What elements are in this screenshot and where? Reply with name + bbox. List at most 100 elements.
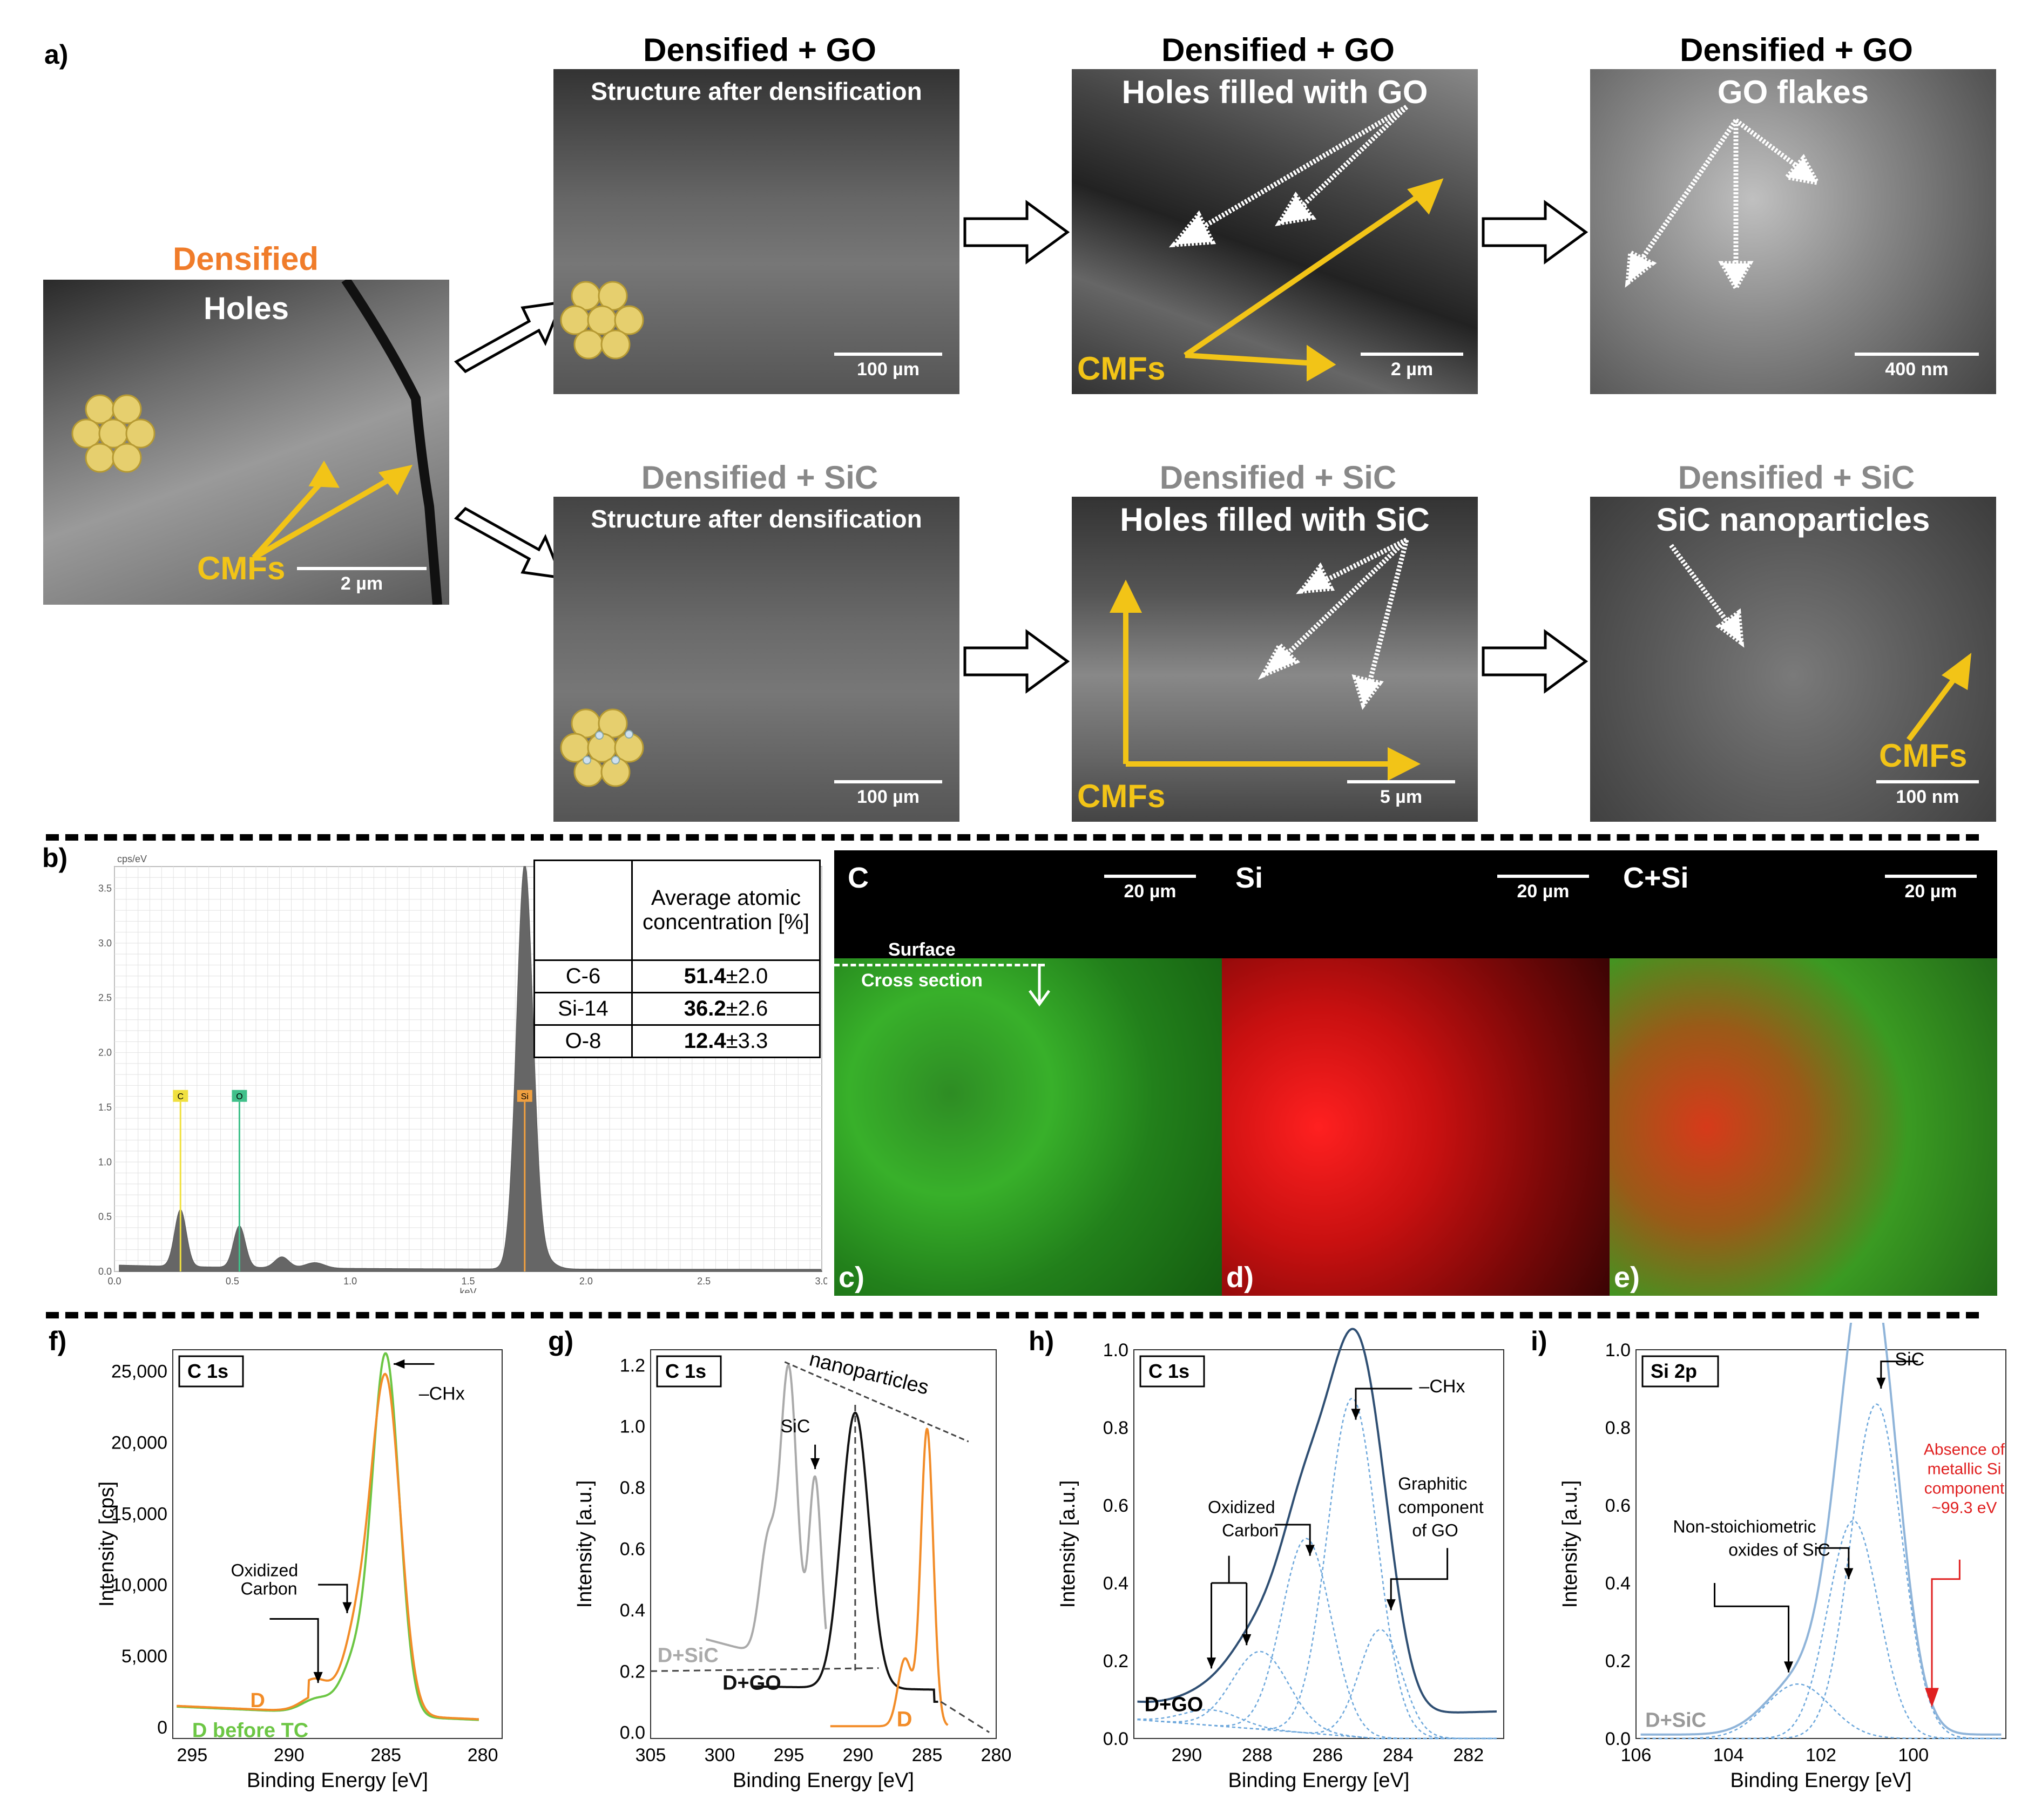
- arrow-sic-head: [810, 1458, 820, 1470]
- arrow-nonstoich-b-head: [1783, 1661, 1794, 1673]
- annot-absence: component: [1924, 1479, 2005, 1497]
- annot-oxidized-1: Oxidized: [231, 1560, 299, 1580]
- eds-map-c: C 20 µm Surface Cross section c): [834, 850, 1222, 1296]
- x-axis-label: Binding Energy [eV]: [247, 1769, 428, 1792]
- box-label-frame: [656, 1355, 722, 1388]
- y-tick-label: 25,000: [111, 1362, 167, 1382]
- fiber-bundle-icon: [71, 394, 156, 473]
- x-tick-label: 290: [843, 1745, 874, 1765]
- map-e-title: C+Si: [1623, 862, 1689, 894]
- sic-nanoparticle-arrows: [1669, 544, 1972, 741]
- series-d-sic: [706, 1364, 827, 1649]
- annot-nanoparticles: nanoparticles: [807, 1348, 931, 1399]
- go-flakes-arrows: [1625, 118, 1822, 293]
- flow-arrow-go-1: [963, 200, 1070, 265]
- x-axis-label: Binding Energy [eV]: [1730, 1769, 1912, 1792]
- nanoparticles-dashed: [784, 1361, 969, 1443]
- series-d-go: [751, 1411, 938, 1703]
- legend-d-go: D+GO: [1145, 1694, 1204, 1716]
- x-tick-label: 282: [1453, 1745, 1484, 1765]
- surface-line: [834, 964, 1045, 966]
- flow-arrows-start: [454, 300, 564, 580]
- x-tick-label: 0.0: [107, 1276, 121, 1287]
- peak-tag: [232, 1090, 247, 1102]
- go-subtitle-1: Structure after densification: [591, 77, 922, 105]
- arrow-oxidized-1-head: [313, 1672, 323, 1683]
- x-tick-label: 305: [636, 1745, 666, 1765]
- panel-label-b: b): [42, 843, 68, 873]
- flow-arrow-sic-1: [963, 629, 1070, 694]
- arrow-oxidized-b-head: [1206, 1657, 1216, 1669]
- y-tick-label: 0.8: [1103, 1418, 1128, 1438]
- x-axis-label: keV: [459, 1287, 476, 1293]
- annot-absence: ~99.3 eV: [1931, 1499, 1997, 1517]
- annot-nonstoich-2: oxides of SiC: [1728, 1540, 1830, 1560]
- table-el: O-8: [533, 1024, 633, 1058]
- arrow-oxidized-1: [269, 1618, 319, 1683]
- scale-bar-sic-3: 100 nm: [1876, 780, 1979, 808]
- y-tick-label: 0.5: [98, 1212, 112, 1222]
- series-d-before-tc: [177, 1352, 479, 1721]
- y-tick-label: 2.5: [98, 992, 112, 1003]
- y-tick-label: 0.0: [1103, 1729, 1128, 1749]
- scale-bar-go-3: 400 nm: [1855, 353, 1979, 380]
- arrow-chx-head: [1351, 1409, 1361, 1420]
- y-tick-label: 0.2: [1103, 1651, 1128, 1672]
- y-tick-label: 5,000: [121, 1646, 167, 1667]
- panel-label-i: i): [1531, 1326, 1547, 1356]
- eds-map-e: C+Si 20 µm e): [1610, 850, 1997, 1296]
- xps-chart-f: 295 290 285 280 0 5,000 10,000 15,000 20,000 25,0…: [96, 1349, 503, 1792]
- y-tick-label: 2.0: [98, 1047, 112, 1058]
- panel-label-h: h): [1029, 1326, 1054, 1356]
- box-label: Si 2p: [1651, 1360, 1697, 1382]
- sem-image-sic-nanoparticles: SiC nanoparticles CMFs 100 nm: [1590, 497, 1996, 822]
- x-tick-label: 285: [370, 1745, 401, 1765]
- table-err: ±2.0: [726, 964, 768, 988]
- arrow-graphitic-head: [1386, 1599, 1396, 1611]
- x-tick-label: 280: [981, 1745, 1012, 1765]
- annot-oxidized-1: Oxidized: [1208, 1497, 1275, 1517]
- sem-image-go-structure: Structure after densification 100 µm: [553, 69, 959, 394]
- panel-label-c: c): [839, 1261, 865, 1294]
- panel-label-d: d): [1226, 1261, 1254, 1294]
- series-d: [830, 1427, 949, 1728]
- y-axis-label: Intensity [a.u.]: [573, 1480, 596, 1608]
- xps-chart-i: 106 104 102 100 0.0 0.2 0.4 0.6 0.8 1.0 Binding En…: [1559, 1323, 2006, 1792]
- box-label: C 1s: [1148, 1360, 1189, 1382]
- arrow-oxidized-c-head: [1242, 1634, 1252, 1646]
- go-subtitle-2: Holes filled with GO: [1121, 74, 1428, 110]
- map-c-title: C: [848, 862, 869, 894]
- map-e-scale: 20 µm: [1885, 875, 1977, 902]
- plot-frame: [650, 1349, 997, 1739]
- table-val: 12.4: [684, 1029, 726, 1053]
- y-tick-label: 1.0: [1605, 1340, 1631, 1361]
- annot-graphitic-3: of GO: [1412, 1521, 1458, 1540]
- x-tick-label: 2.0: [579, 1276, 593, 1287]
- x-tick-label: 300: [705, 1745, 735, 1765]
- annot-chx: –CHx: [1419, 1376, 1465, 1397]
- y-tick-label: 0.2: [620, 1661, 645, 1682]
- y-tick-label: 0.6: [620, 1539, 645, 1560]
- x-tick-label: 290: [274, 1745, 305, 1765]
- map-d-scale: 20 µm: [1497, 875, 1589, 902]
- x-tick-label: 104: [1713, 1745, 1744, 1765]
- x-tick-label: 102: [1806, 1745, 1836, 1765]
- cross-arrow-icon: [1028, 964, 1051, 1007]
- annot-chx: –CHx: [419, 1383, 465, 1404]
- y-tick-label: 0.2: [1605, 1651, 1631, 1672]
- legend-d-go: D+GO: [722, 1672, 781, 1694]
- table-el: Si-14: [533, 992, 633, 1026]
- go-holes-arrows: [1168, 105, 1444, 382]
- y-tick-label: 0.4: [1103, 1573, 1128, 1594]
- sic-title-2: Densified + SiC: [1159, 459, 1397, 496]
- x-tick-label: 280: [468, 1745, 498, 1765]
- divider-1: [46, 834, 1979, 841]
- panel-label-a: a): [44, 39, 69, 70]
- divider-2: [46, 1312, 1979, 1318]
- y-tick-label: 0.4: [1605, 1573, 1631, 1594]
- x-tick-label: 290: [1171, 1745, 1202, 1765]
- x-tick-label: 285: [912, 1745, 943, 1765]
- panel-label-g: g): [548, 1326, 574, 1356]
- annot-sic: SiC: [781, 1416, 810, 1437]
- x-tick-label: 3.0: [815, 1276, 827, 1287]
